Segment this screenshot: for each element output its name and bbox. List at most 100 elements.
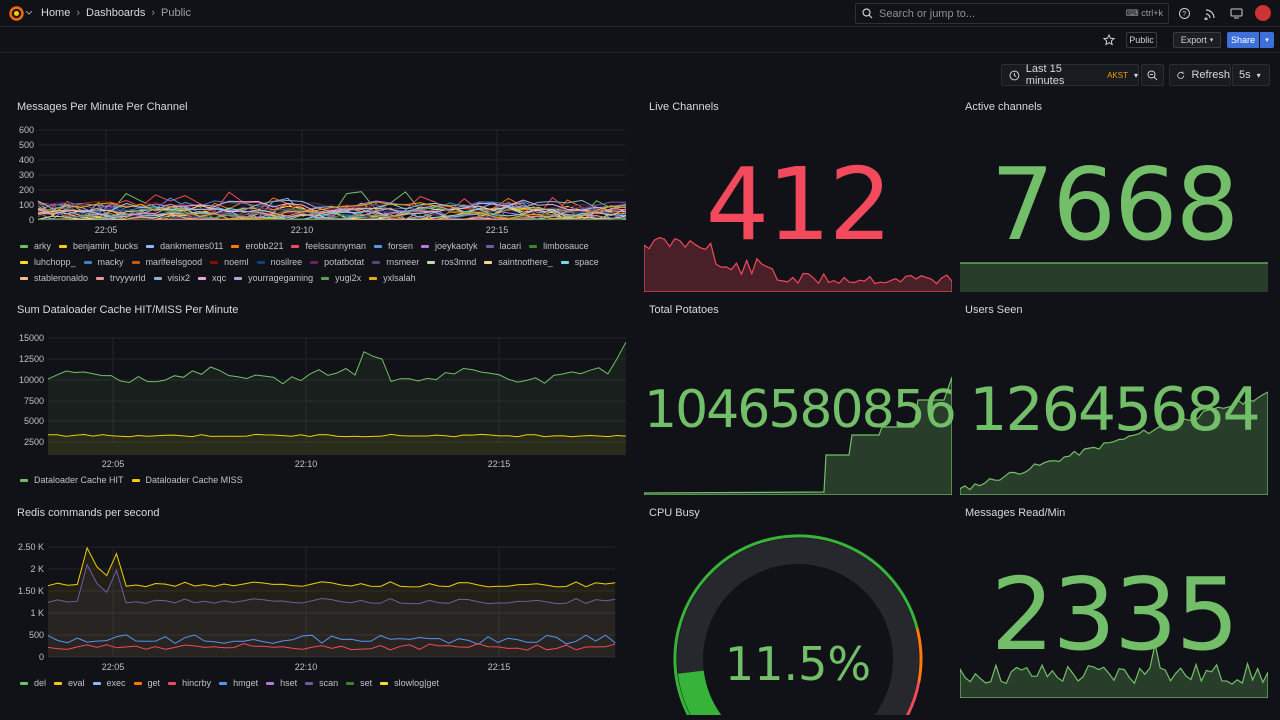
monitor-icon[interactable] (1230, 7, 1243, 20)
legend-item[interactable]: marlfeelsgood (131, 256, 202, 268)
top-nav-bar: Home › Dashboards › Public Search or jum… (0, 0, 1280, 27)
x-tick-label: 22:15 (488, 459, 511, 469)
export-button[interactable]: Export ▾ (1173, 32, 1221, 48)
star-icon[interactable] (1103, 34, 1115, 46)
legend-item[interactable]: Dataloader Cache HIT (20, 474, 124, 486)
series-line-hincrby[interactable] (47, 643, 616, 651)
legend-item[interactable]: rnsmeer (372, 256, 419, 268)
legend-item[interactable]: arky (20, 240, 51, 252)
zoom-out-button[interactable] (1141, 64, 1164, 86)
legend-item[interactable]: noeml (210, 256, 249, 268)
series-area-slowlog-get (48, 547, 616, 657)
redis-timeseries-chart[interactable]: 2.50 K 2 K 1.50 K 1 K 500 0 22:05 22:10 22:15 (0, 530, 640, 676)
legend-item[interactable]: forsen (374, 240, 413, 252)
legend-swatch (20, 244, 28, 248)
legend-item[interactable]: yourragegaming (234, 272, 313, 284)
legend-item[interactable]: erobb221 (231, 240, 283, 252)
legend-item[interactable]: lacari (485, 240, 521, 252)
share-button[interactable]: Share (1227, 32, 1259, 48)
timezone-badge: AKST (1107, 70, 1128, 80)
x-tick-label: 22:15 (486, 225, 509, 235)
legend-item[interactable]: yxlsalah (369, 272, 416, 284)
legend-item[interactable]: trvyywrld (96, 272, 146, 284)
y-tick-label: 600 (19, 125, 34, 135)
legend-item[interactable]: nosilree (256, 256, 303, 268)
legend-item[interactable]: ros3mnd (427, 256, 476, 268)
grafana-logo-icon[interactable] (8, 5, 25, 22)
series-line-scan[interactable] (47, 563, 616, 605)
dashboard-toolbar: Public Export ▾ Share ▾ (0, 27, 1280, 53)
legend-item[interactable]: space (560, 256, 599, 268)
messages-timeseries-chart[interactable]: 600 500 400 300 200 100 0 22:05 22:10 22:15 (0, 118, 640, 238)
legend-item[interactable]: hincrby (168, 677, 211, 689)
series-line-miss[interactable] (47, 433, 626, 438)
legend-item[interactable]: saintnothere_ (484, 256, 553, 268)
series-line-slowlog-get[interactable] (47, 546, 616, 588)
help-icon[interactable]: ? (1178, 7, 1191, 20)
series-line-potatbotat[interactable] (37, 201, 627, 218)
legend-item[interactable]: get (133, 677, 160, 689)
messages-read-value: 2335 (990, 556, 1240, 673)
legend-item[interactable]: hmget (219, 677, 258, 689)
breadcrumb-dashboards[interactable]: Dashboards (86, 7, 146, 19)
legend-item[interactable]: luhchopp_ (20, 256, 76, 268)
legend-swatch (321, 276, 330, 280)
series-line-space[interactable] (37, 202, 627, 220)
legend-label: nosilree (270, 257, 303, 267)
legend-item[interactable]: exec (92, 677, 126, 689)
news-feed-icon[interactable] (1204, 7, 1217, 20)
time-range-picker[interactable]: Last 15 minutes AKST ▾ (1001, 63, 1139, 87)
legend-item[interactable]: xqc (198, 272, 226, 284)
legend-item[interactable]: yugi2x (321, 272, 361, 284)
share-dropdown-chevron-icon[interactable]: ▾ (1260, 32, 1274, 48)
y-tick-label: 500 (29, 630, 44, 640)
series-line-hmget[interactable] (47, 634, 616, 645)
legend-item[interactable]: dankmemes011 (146, 240, 223, 252)
breadcrumb-home[interactable]: Home (41, 7, 71, 19)
legend-item[interactable]: slowlog|get (380, 677, 439, 689)
panel-title-users-seen: Users Seen (965, 304, 1023, 316)
series-line-macky[interactable] (37, 200, 627, 220)
legend-item[interactable]: hset (266, 677, 297, 689)
legend-item[interactable]: scan (305, 677, 338, 689)
series-line-yourragegaming[interactable] (38, 202, 627, 220)
legend-label: hmget (233, 678, 259, 688)
series-line-hit[interactable] (47, 341, 627, 385)
legend-label: forsen (388, 241, 414, 251)
legend-item[interactable]: del (20, 677, 46, 689)
legend-item[interactable]: macky (83, 256, 124, 268)
live-channels-sparkline (644, 236, 952, 292)
search-input[interactable]: Search or jump to... ⌨ ctrl+k (855, 3, 1169, 24)
legend-label: saintnothere_ (498, 257, 553, 267)
legend-label: Dataloader Cache HIT (34, 475, 124, 485)
y-tick-label: 0 (29, 215, 34, 225)
x-tick-label: 22:15 (488, 662, 511, 672)
refresh-button[interactable]: Refresh (1169, 64, 1231, 86)
messages-read-sparkline (960, 643, 1268, 698)
legend-item[interactable]: limbosauce (529, 240, 589, 252)
x-tick-label: 22:10 (295, 459, 318, 469)
legend-item[interactable]: stableronaldo (20, 272, 88, 284)
legend-item[interactable]: visix2 (153, 272, 190, 284)
legend-item[interactable]: potatbotat (310, 256, 364, 268)
clock-icon (1009, 70, 1020, 80)
dataloader-timeseries-chart[interactable]: 15000 12500 10000 7500 5000 2500 22:05 22:10 22:… (0, 325, 640, 475)
legend-item[interactable]: Dataloader Cache MISS (131, 474, 243, 486)
avatar[interactable] (1255, 5, 1271, 21)
legend-swatch (59, 244, 68, 248)
legend-swatch (305, 681, 314, 685)
legend-item[interactable]: benjamin_bucks (59, 240, 138, 252)
legend-item[interactable]: set (346, 677, 372, 689)
y-tick-label: 100 (19, 200, 34, 210)
legend-swatch (380, 681, 389, 685)
legend-item[interactable]: eval (54, 677, 85, 689)
legend-item[interactable]: joeykaotyk (421, 240, 478, 252)
series-line-yxlsalah[interactable] (37, 201, 627, 220)
legend-item[interactable]: feelssunnyman (291, 240, 366, 252)
y-tick-label: 0 (39, 652, 44, 662)
legend-swatch (54, 681, 63, 685)
chevron-down-icon[interactable] (26, 11, 32, 15)
legend-label: limbosauce (543, 241, 589, 251)
refresh-interval-select[interactable]: 5s ▾ (1232, 64, 1270, 86)
series-line-yugi2x[interactable] (38, 207, 627, 220)
